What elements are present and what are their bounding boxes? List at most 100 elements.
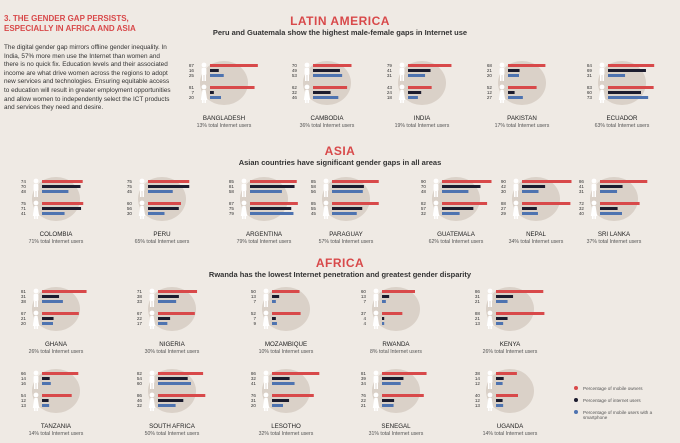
bar [522, 212, 538, 215]
bar-value-label: 7 [363, 299, 366, 304]
country-total-label: 36% total Internet users [300, 123, 355, 129]
person-leg [502, 75, 504, 81]
person-head [263, 310, 269, 316]
country-total-label: 50% total Internet users [145, 431, 200, 437]
bar [272, 372, 320, 375]
person-body [373, 376, 379, 383]
bar-value-label: 56 [127, 206, 133, 211]
bar [522, 202, 571, 205]
bar-value-label: 24 [387, 90, 393, 95]
person-head [33, 392, 39, 398]
female-icon [398, 84, 406, 103]
bar-value-label: 37 [361, 311, 367, 316]
bar-value-label: 85 [311, 201, 317, 206]
person-head [33, 370, 39, 376]
person-head [433, 200, 439, 206]
male-icon [373, 370, 379, 389]
bar-value-label: 31 [251, 398, 257, 403]
person-head [149, 392, 155, 398]
bar-value-label: 69 [587, 68, 593, 73]
bar-value-label: 82 [137, 371, 143, 376]
bar [313, 74, 343, 77]
country-name: GHANA [45, 341, 68, 348]
male-icon [591, 178, 597, 197]
person-leg [376, 405, 378, 411]
bar [158, 399, 184, 402]
person-body [263, 376, 269, 383]
bar-value-label: 76 [251, 393, 257, 398]
bar-value-label: 17 [137, 321, 143, 326]
person-body [33, 184, 39, 191]
bar-value-label: 49 [292, 68, 298, 73]
person-body [433, 184, 439, 191]
bar-value-label: 48 [21, 189, 27, 194]
bar-value-label: 60 [587, 90, 593, 95]
bar [496, 382, 503, 385]
bar-value-label: 55 [311, 206, 317, 211]
person-head [263, 370, 269, 376]
person-leg [150, 383, 152, 389]
person-leg [204, 97, 206, 103]
bar-value-label: 31 [387, 73, 393, 78]
bar-value-label: 32 [421, 211, 427, 216]
person-head [201, 84, 207, 90]
bar [508, 64, 546, 67]
bar-value-label: 81 [361, 371, 367, 376]
bar-value-label: 20 [21, 321, 27, 326]
person-leg [34, 383, 36, 389]
bar [313, 91, 331, 94]
country-total-label: 32% total Internet users [259, 431, 314, 437]
person-head [241, 178, 247, 184]
bar-value-label: 75 [229, 206, 235, 211]
bar [313, 64, 352, 67]
male-icon [241, 178, 247, 197]
male-icon [263, 370, 269, 389]
person-head [323, 200, 329, 206]
bar [42, 212, 65, 215]
legend-swatch-red [574, 386, 578, 390]
person-head [487, 370, 493, 376]
bar [158, 317, 171, 320]
bar-value-label: 75 [127, 184, 133, 189]
bar-value-label: 73 [587, 95, 593, 100]
person-leg [324, 191, 326, 197]
person-head [263, 392, 269, 398]
female-icon [262, 392, 270, 411]
bar-value-label: 84 [587, 63, 593, 68]
bar-value-label: 41 [251, 381, 257, 386]
bar [522, 180, 572, 183]
bar-value-label: 57 [421, 206, 427, 211]
bar-value-label: 29 [501, 211, 507, 216]
male-icon [399, 62, 405, 81]
bar [496, 394, 518, 397]
person-body [149, 376, 155, 383]
bar [250, 212, 294, 215]
person-head [33, 288, 39, 294]
bar [272, 295, 280, 298]
bar-value-label: 13 [475, 403, 481, 408]
bar-value-label: 27 [487, 95, 493, 100]
bar-value-label: 86 [137, 393, 143, 398]
male-icon [513, 178, 519, 197]
bar [158, 290, 198, 293]
bar [158, 404, 176, 407]
section-title-latin-america: LATIN AMERICA [290, 14, 390, 28]
bar-value-label: 42 [501, 184, 507, 189]
bar [42, 290, 87, 293]
male-icon [263, 288, 269, 307]
bar-value-label: 32 [137, 403, 143, 408]
bar-value-label: 67 [137, 311, 143, 316]
bar [382, 404, 394, 407]
bar-value-label: 31 [587, 73, 593, 78]
bar [382, 322, 385, 325]
bar-value-label: 79 [229, 211, 235, 216]
bar-value-label: 31 [475, 294, 481, 299]
country-name: BANGLADESH [203, 115, 245, 122]
person-leg [140, 191, 142, 197]
male-icon [149, 370, 155, 389]
person-head [487, 288, 493, 294]
section-title-africa: AFRICA [315, 256, 365, 270]
legend-label: Percentage of mobile owners [583, 386, 643, 391]
person-head [373, 370, 379, 376]
